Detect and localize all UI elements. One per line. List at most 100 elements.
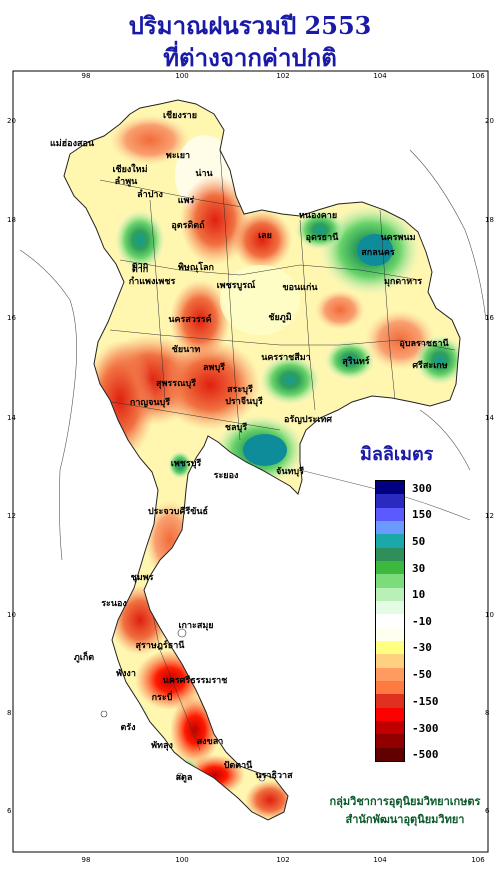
- legend-swatch: [376, 641, 404, 655]
- legend-swatch: [376, 587, 404, 601]
- legend-swatch: [376, 614, 404, 628]
- province-label: สุราษฎร์ธานี: [136, 639, 186, 651]
- province-label: ชัยภูมิ: [268, 312, 291, 323]
- lon-tick-label: 98: [82, 72, 91, 80]
- lat-tick-label: 8: [485, 709, 489, 717]
- lat-tick-label: 16: [7, 314, 16, 322]
- lat-tick-label: 12: [485, 512, 494, 520]
- map-title-line2: ที่ต่างจากค่าปกติ: [163, 43, 337, 72]
- legend-swatch: [376, 494, 404, 508]
- province-label: นครสวรรค์: [168, 313, 211, 325]
- legend-value-label: 300: [412, 482, 432, 495]
- province-label: พัทลุง: [151, 740, 173, 751]
- province-label: หนองคาย: [299, 211, 337, 221]
- lon-tick-label: 102: [276, 856, 289, 864]
- lon-tick-label: 104: [373, 72, 387, 80]
- province-label: เพชรบูรณ์: [217, 279, 256, 291]
- legend-value-label: 150: [412, 508, 432, 521]
- province-label: ลำปาง: [137, 189, 163, 200]
- legend-swatch: [376, 734, 404, 748]
- province-label: กำแพงเพชร: [129, 276, 176, 287]
- lat-tick-label: 20: [7, 117, 16, 125]
- lon-tick-label: 104: [373, 856, 387, 864]
- province-label: ตาก: [132, 265, 148, 275]
- province-label: นครศรีธรรมราช: [163, 675, 228, 686]
- province-label: ลำพูน: [115, 176, 139, 187]
- province-borders: [99, 149, 456, 751]
- province-label: เชียงราย: [163, 110, 197, 121]
- legend-swatch: [376, 654, 404, 668]
- legend-swatch: [376, 707, 404, 721]
- lat-tick-label: 20: [485, 117, 494, 125]
- lat-tick-label: 14: [485, 414, 494, 422]
- province-label: สุรินทร์: [342, 355, 369, 367]
- lat-tick-label: 10: [7, 611, 16, 619]
- lat-tick-label: 14: [7, 414, 16, 422]
- lat-tick-label: 12: [7, 512, 16, 520]
- islands: [100, 628, 266, 782]
- lat-tick-label: 6: [7, 807, 12, 815]
- lat-tick-label: 10: [485, 611, 494, 619]
- province-label: มุกดาหาร: [384, 277, 422, 287]
- province-label: นครพนม: [380, 233, 415, 243]
- province-label: ขอนแก่น: [282, 282, 318, 293]
- province-label: นครราชสีมา: [261, 352, 310, 363]
- legend-value-label: 30: [412, 562, 426, 575]
- province-label: อุตรดิตถ์: [171, 219, 204, 231]
- province-label: กระบี่: [152, 690, 173, 703]
- lon-tick-label: 106: [471, 856, 485, 864]
- lon-tick-label: 100: [175, 72, 188, 80]
- province-label: ตรัง: [120, 722, 135, 733]
- province-label: พะเยา: [166, 151, 190, 161]
- lon-tick-label: 106: [471, 72, 485, 80]
- province-label: พังงา: [116, 668, 136, 679]
- legend-swatch: [376, 601, 404, 615]
- legend-swatch: [376, 721, 404, 735]
- legend-swatch: [376, 561, 404, 575]
- legend-swatch: [376, 747, 404, 761]
- province-label: อุดรธานี: [306, 232, 340, 243]
- lon-tick-label: 100: [175, 856, 188, 864]
- province-label: ชุมพร: [131, 573, 154, 583]
- legend-swatch: [376, 694, 404, 708]
- lat-tick-label: 16: [485, 314, 494, 322]
- credit-line1: กลุ่มวิชาการอุตุนิยมวิทยาเกษตร: [329, 795, 481, 808]
- legend-value-label: 50: [412, 535, 426, 548]
- map-title-line1: ปริมาณฝนรวมปี 2553: [128, 11, 372, 40]
- legend-swatch: [376, 627, 404, 641]
- province-label: สตูล: [176, 773, 193, 783]
- lat-tick-label: 6: [485, 807, 490, 815]
- province-label: ระนอง: [101, 599, 127, 609]
- province-label: อรัญประเทศ: [284, 414, 332, 425]
- province-label: ระยอง: [214, 471, 239, 481]
- legend-swatch: [376, 547, 404, 561]
- legend-swatch: [376, 534, 404, 548]
- legend-value-label: -10: [412, 615, 432, 628]
- legend-value-label: 10: [412, 588, 426, 601]
- province-label: สระบุรี: [227, 384, 253, 395]
- legend-swatch: [376, 667, 404, 681]
- legend-swatch: [376, 681, 404, 695]
- province-label: นราธิวาส: [255, 770, 293, 781]
- lon-tick-label: 98: [82, 856, 91, 864]
- province-label: เกาะสมุย: [178, 621, 213, 631]
- province-label: ลพบุรี: [203, 362, 225, 373]
- legend-swatch: [376, 507, 404, 521]
- lat-tick-label: 8: [7, 709, 11, 717]
- province-label: พิษณุโลก: [178, 261, 214, 273]
- province-label: ประจวบคีรีขันธ์: [148, 505, 208, 517]
- province-label: น่าน: [195, 168, 213, 179]
- legend-colorbar: [375, 480, 405, 762]
- province-label: ชัยนาท: [172, 344, 201, 355]
- province-label: ตาก: [132, 261, 148, 271]
- legend-title: มิลลิเมตร: [360, 444, 434, 465]
- legend-value-label: -300: [412, 722, 439, 735]
- legend-swatch: [376, 481, 404, 495]
- legend-value-label: -500: [412, 748, 439, 761]
- province-label: สกลนคร: [361, 248, 395, 258]
- province-label: ปัตตานี: [224, 760, 253, 771]
- province-label: ชลบุรี: [225, 422, 247, 433]
